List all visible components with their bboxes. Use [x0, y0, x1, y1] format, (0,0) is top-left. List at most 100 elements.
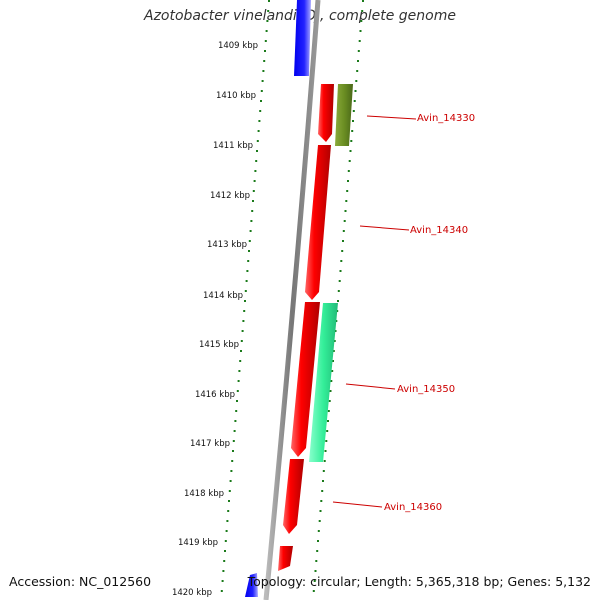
left-scale-minor-tick: [244, 300, 246, 302]
right-scale-minor-tick: [360, 20, 363, 22]
left-scale-minor-tick: [266, 20, 269, 22]
left-scale-minor-tick: [228, 500, 230, 502]
right-scale-minor-tick: [333, 340, 336, 342]
right-scale-minor-tick: [324, 450, 327, 452]
right-scale-minor-tick: [318, 520, 321, 522]
left-scale-minor-tick: [233, 430, 236, 432]
left-scale-minor-tick: [264, 40, 267, 42]
gene-forward-2-avin14340[interactable]: [305, 145, 331, 300]
left-scale-minor-tick: [255, 160, 258, 162]
left-scale-minor-tick: [253, 180, 256, 182]
kbp-label-1417: 1417 kbp: [190, 439, 230, 449]
right-scale-minor-tick: [347, 180, 349, 182]
right-scale-minor-tick: [340, 260, 343, 262]
right-scale-minor-tick: [327, 410, 330, 412]
left-scale-minor-tick: [244, 290, 247, 292]
left-scale-minor-tick: [250, 220, 253, 222]
left-scale-minor-tick: [267, 10, 270, 12]
gene-avin14330[interactable]: [335, 84, 353, 146]
left-scale-minor-tick: [224, 550, 226, 552]
right-scale-minor-tick: [337, 300, 339, 302]
right-scale-minor-tick: [328, 400, 331, 402]
right-scale-minor-tick: [356, 70, 359, 72]
right-scale-minor-tick: [323, 460, 326, 462]
right-scale-minor-tick: [325, 440, 328, 442]
topology-text: Topology: circular; Length: 5,365,318 bp…: [247, 574, 591, 589]
left-scale-minor-tick: [254, 170, 257, 172]
right-scale-minor-tick: [338, 280, 341, 282]
left-scale-minor-tick: [265, 30, 268, 32]
left-tick-column: [220, 0, 270, 592]
left-scale-minor-tick: [248, 250, 250, 252]
right-scale-minor-tick: [332, 350, 335, 352]
kbp-label-1415: 1415 kbp: [199, 340, 239, 350]
left-scale-minor-tick: [257, 130, 260, 132]
left-scale-minor-tick: [259, 110, 262, 112]
right-scale-minor-tick: [346, 190, 349, 192]
gene-label-avin14350[interactable]: Avin_14350: [397, 384, 455, 395]
left-scale-minor-tick: [249, 230, 252, 232]
left-scale-minor-tick: [222, 570, 225, 572]
left-scale-minor-tick: [243, 310, 246, 312]
gene-forward-4[interactable]: [283, 459, 304, 534]
left-scale-minor-tick: [248, 240, 251, 242]
left-scale-minor-tick: [262, 70, 265, 72]
left-scale-minor-tick: [230, 470, 233, 472]
left-scale-minor-tick: [220, 590, 223, 592]
kbp-label-1412: 1412 kbp: [210, 191, 250, 201]
left-scale-minor-tick: [256, 150, 258, 152]
left-scale-minor-tick: [232, 450, 234, 452]
right-scale-minor-tick: [317, 540, 319, 542]
right-scale-minor-tick: [322, 480, 324, 482]
right-scale-minor-tick: [320, 500, 323, 502]
right-scale-minor-tick: [348, 160, 351, 162]
left-scale-minor-tick: [263, 60, 266, 62]
right-scale-minor-tick: [312, 590, 315, 592]
gene-reverse-top[interactable]: [294, 0, 311, 76]
right-scale-minor-tick: [353, 100, 356, 102]
right-scale-minor-tick: [352, 120, 354, 122]
right-scale-minor-tick: [321, 490, 324, 492]
leader-avin14340: [359, 225, 410, 231]
left-scale-minor-tick: [232, 440, 235, 442]
kbp-label-1410: 1410 kbp: [216, 91, 256, 101]
left-scale-minor-tick: [260, 100, 262, 102]
left-scale-minor-tick: [252, 190, 255, 192]
right-scale-minor-tick: [339, 270, 342, 272]
left-scale-minor-tick: [227, 510, 230, 512]
left-scale-minor-tick: [234, 420, 237, 422]
gene-reverse-bottom[interactable]: [245, 573, 258, 597]
left-scale-minor-tick: [223, 560, 226, 562]
gene-label-avin14340[interactable]: Avin_14340: [410, 225, 468, 236]
leader-avin14330: [366, 115, 417, 120]
left-scale-minor-tick: [238, 370, 241, 372]
left-scale-minor-tick: [235, 410, 238, 412]
right-scale-minor-tick: [357, 50, 360, 52]
left-scale-minor-tick: [226, 520, 229, 522]
left-scale-minor-tick: [252, 200, 254, 202]
left-scale-minor-tick: [258, 120, 261, 122]
gene-forward-5[interactable]: [278, 546, 293, 571]
left-scale-minor-tick: [260, 90, 263, 92]
left-scale-minor-tick: [242, 320, 245, 322]
gene-label-avin14360[interactable]: Avin_14360: [384, 502, 442, 513]
right-scale-minor-tick: [315, 560, 318, 562]
gene-forward-1[interactable]: [318, 84, 334, 142]
right-scale-minor-tick: [358, 40, 361, 42]
right-scale-minor-tick: [329, 390, 332, 392]
gene-label-avin14330[interactable]: Avin_14330: [417, 113, 475, 124]
right-scale-minor-tick: [345, 200, 348, 202]
right-scale-minor-tick: [347, 170, 350, 172]
left-scale-minor-tick: [224, 540, 227, 542]
kbp-label-1416: 1416 kbp: [195, 390, 235, 400]
kbp-label-1414: 1414 kbp: [203, 291, 243, 301]
left-scale-minor-tick: [231, 460, 234, 462]
gene-forward-3[interactable]: [291, 302, 320, 457]
leader-avin14360: [332, 501, 383, 508]
right-scale-minor-tick: [342, 240, 344, 242]
left-scale-minor-tick: [268, 0, 270, 2]
gene-avin14350[interactable]: [309, 303, 338, 462]
left-scale-minor-tick: [264, 50, 266, 52]
left-scale-minor-tick: [241, 330, 244, 332]
left-scale-minor-tick: [236, 400, 238, 402]
